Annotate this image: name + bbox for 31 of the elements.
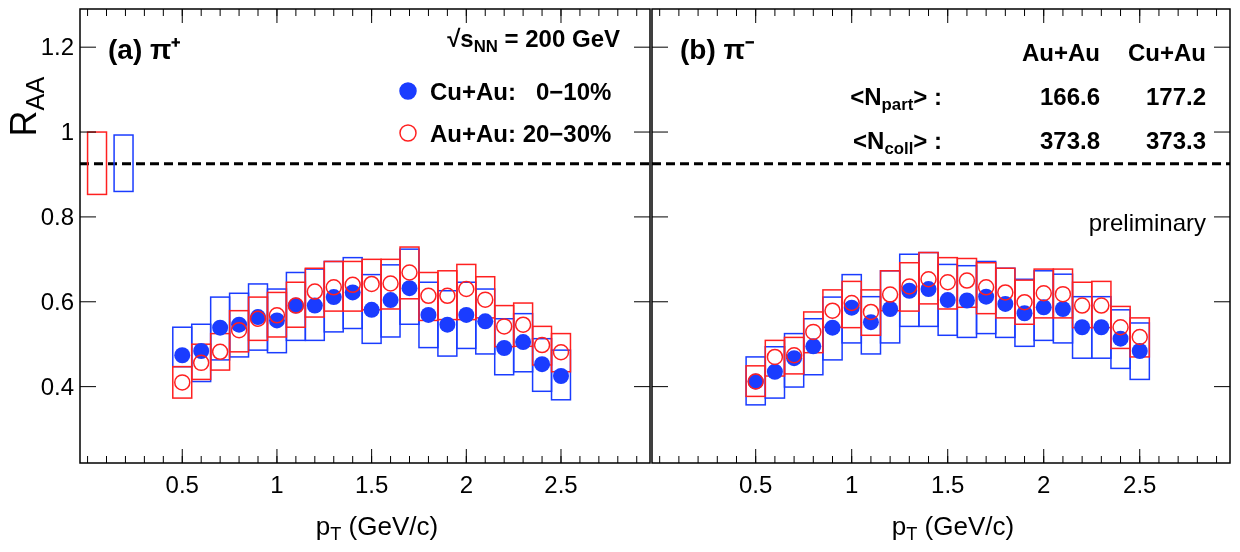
x-tick-label: 1.5 (354, 471, 389, 498)
annotation: preliminary (1088, 209, 1206, 236)
x-axis-title: p$_{T}$ (GeV/c) (315, 511, 439, 545)
x-tick-label: 2 (1037, 471, 1051, 498)
legend-title: √s$_{NN}$ = 200 GeV (447, 25, 620, 57)
x-tick-label: 1 (270, 471, 284, 498)
y-tick-label: 1 (60, 118, 74, 146)
x-tick-label: 2.5 (1123, 471, 1157, 498)
x-tick-label: 0.5 (739, 471, 773, 498)
annotation: Cu+Au (1128, 39, 1206, 66)
x-tick-label: 1 (845, 471, 859, 498)
y-tick-label: 1.2 (40, 33, 74, 61)
x-tick-label: 0.5 (165, 471, 199, 498)
annotation: <N$_{coll}$> : (853, 127, 942, 159)
text: (b) π⁻ (680, 34, 754, 65)
annotation: 177.2 (1145, 83, 1206, 110)
x-tick-label: 2.5 (544, 471, 578, 498)
y-tick-label: 0.8 (40, 202, 74, 230)
annotation: 373.3 (1145, 127, 1206, 154)
y-tick-label: 0.6 (40, 287, 74, 315)
annotation: Au+Au (1022, 39, 1100, 66)
legend-label: Au+Au: 20−30% (430, 120, 612, 147)
x-tick-label: 1.5 (931, 471, 965, 498)
text: (a) π⁺ (108, 34, 181, 65)
annotation: <N$_{part}$> : (850, 83, 942, 115)
annotation: 166.6 (1039, 83, 1100, 110)
x-axis-title: p$_{T}$ (GeV/c) (891, 511, 1015, 545)
x-tick-label: 2 (459, 471, 473, 498)
legend-label: Cu+Au: 0−10% (430, 78, 612, 105)
y-tick-label: 0.4 (40, 372, 74, 400)
annotation: 373.8 (1039, 127, 1100, 154)
